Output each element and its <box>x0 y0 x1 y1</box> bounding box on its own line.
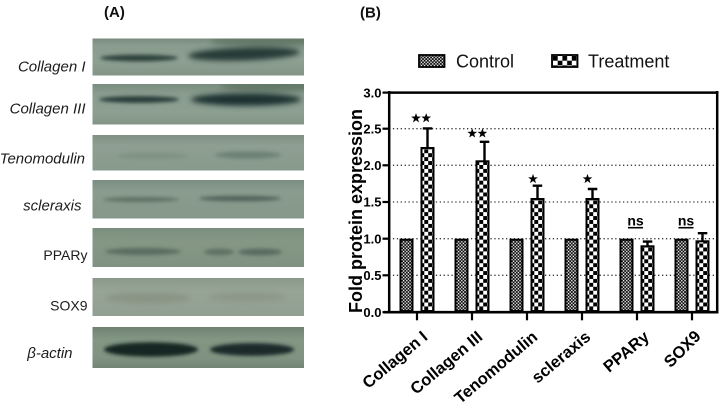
svg-text:Control: Control <box>456 52 514 72</box>
svg-text:SOX9: SOX9 <box>50 298 88 314</box>
svg-text:ns: ns <box>627 213 644 229</box>
svg-text:0.0: 0.0 <box>363 305 381 320</box>
svg-text:ns: ns <box>678 213 695 229</box>
svg-text:Fold protein expression: Fold protein expression <box>346 109 366 313</box>
svg-text:PPARy: PPARy <box>43 247 87 263</box>
svg-text:PPARy: PPARy <box>600 327 653 376</box>
svg-text:Collagen I: Collagen I <box>18 58 86 75</box>
svg-text:3.0: 3.0 <box>363 85 381 100</box>
svg-text:1.0: 1.0 <box>363 231 381 246</box>
svg-text:Tenomodulin: Tenomodulin <box>0 150 85 167</box>
svg-text:SOX9: SOX9 <box>661 327 705 371</box>
svg-text:(B): (B) <box>360 5 381 22</box>
svg-text:(A): (A) <box>104 4 125 21</box>
svg-text:1.5: 1.5 <box>363 195 381 210</box>
svg-text:0.5: 0.5 <box>363 268 381 283</box>
svg-text:β-actin: β-actin <box>26 345 72 362</box>
svg-text:scleraxis: scleraxis <box>23 197 82 214</box>
svg-text:Treatment: Treatment <box>588 52 669 72</box>
svg-text:scleraxis: scleraxis <box>528 328 594 387</box>
svg-text:2.0: 2.0 <box>363 158 381 173</box>
svg-text:Collagen III: Collagen III <box>10 100 86 117</box>
svg-text:2.5: 2.5 <box>363 121 381 136</box>
